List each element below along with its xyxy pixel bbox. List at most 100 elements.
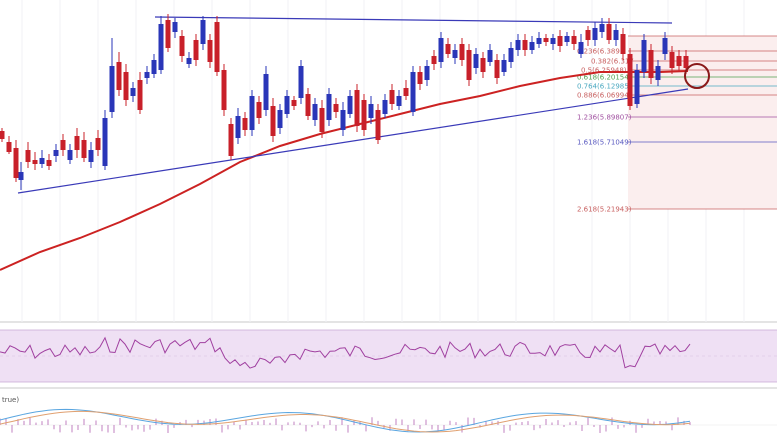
candle [326,88,332,126]
candle-body [648,50,654,78]
candle [508,42,514,68]
candle-body [578,42,584,54]
candle-body [151,60,157,74]
candle-body [0,131,5,139]
candle-body [662,38,668,54]
candle [578,34,584,58]
candle [102,110,108,170]
candle-body [536,38,542,44]
candle [543,34,549,46]
candle [109,38,115,118]
candle-body [88,150,94,162]
marker-layer [684,63,710,89]
candle [46,154,52,170]
candle [137,72,143,114]
fib-level-label: 0.5(6.25948) [581,67,627,75]
candle [606,18,612,44]
candle-body [207,40,213,62]
candle-body [193,40,199,60]
candle-body [543,38,549,42]
candle [200,16,206,50]
candle [648,44,654,84]
candle [172,18,178,38]
fib-level-label: 0.236(6.389 [577,48,620,56]
candle [242,112,248,136]
rsi-line [0,336,691,369]
candle [480,52,486,78]
candle-body [326,94,332,120]
candle [424,60,430,86]
candle [60,134,66,156]
candle [361,94,367,136]
candle [25,142,31,168]
signal-line [0,410,691,433]
candle-body [571,36,577,44]
candle-body [53,150,59,156]
candle [228,118,234,160]
candle-body [613,30,619,40]
candle [676,50,682,72]
candle [214,16,220,76]
candle [95,130,101,156]
candle-body [683,56,689,68]
candle [634,64,640,108]
candle [669,46,675,74]
candle [466,44,472,86]
candle [564,32,570,46]
candle [291,96,297,110]
candle-body [445,44,451,54]
candle-body [249,96,255,130]
candle-body [284,96,290,114]
candle [123,64,129,106]
candle [277,104,283,134]
candle [298,60,304,104]
candle-body [424,66,430,80]
candle-body [354,90,360,126]
candle-body [599,24,605,32]
candle [557,30,563,52]
candle-body [270,106,276,136]
moving-average-layer [0,70,689,271]
candle-body [81,140,87,158]
candle [235,108,241,144]
candle [459,38,465,66]
candle [249,90,255,136]
fib-level-label: 1.618(5.71049) [577,139,632,147]
candle-body [179,36,185,56]
candle [487,44,493,66]
candle-body [375,110,381,140]
trendline-layer [17,16,689,194]
candle [74,128,80,158]
candle [473,48,479,74]
candle-body [459,44,465,60]
candle-body [46,160,52,166]
macd-panel: true) [0,396,777,433]
candle-body [25,150,31,162]
candle-body [67,150,73,160]
candle-body [263,74,269,110]
candle [585,26,591,46]
candle-body [431,56,437,64]
candle-body [277,110,283,128]
candle [571,30,577,50]
candle-body [466,50,472,80]
candle [53,144,59,162]
moving-average-line [0,70,689,271]
candle [599,18,605,38]
candle-body [116,62,122,90]
candle-body [501,60,507,72]
candle [655,60,661,86]
candle [354,84,360,132]
candle-body [39,158,45,164]
candle-body [438,38,444,62]
candle [452,44,458,64]
candle-body [347,96,353,114]
candle [18,162,24,190]
candle-body [585,30,591,40]
candle-body [641,40,647,72]
candle-body [95,138,101,150]
candle [144,66,150,84]
fib-level-label: 1.236(5.89807) [577,114,632,122]
